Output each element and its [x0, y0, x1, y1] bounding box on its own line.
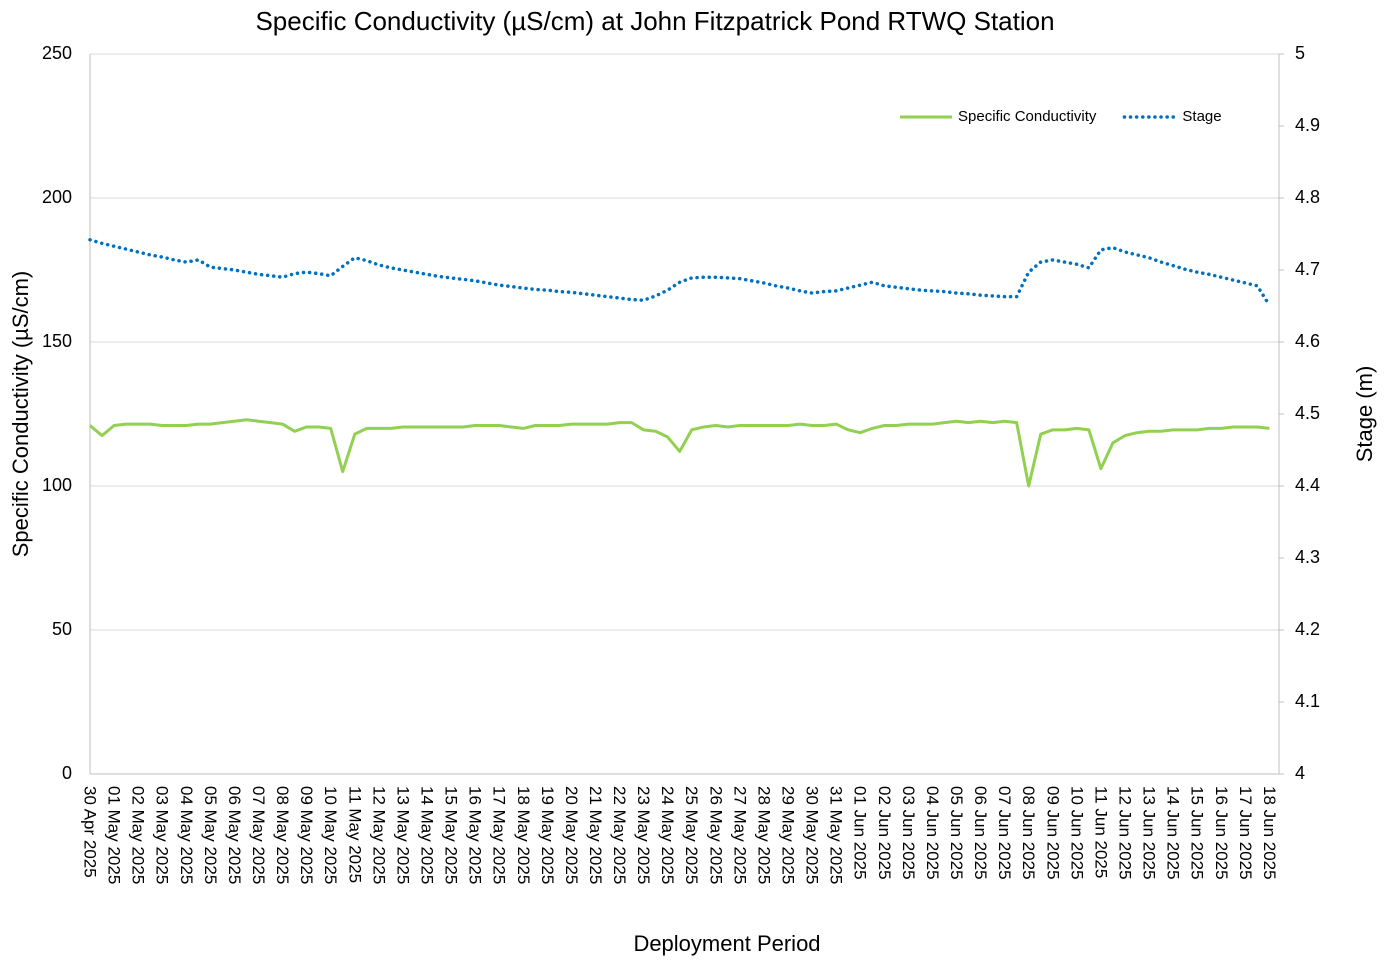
y2-tick-label: 4.4 [1295, 475, 1320, 495]
x-tick-label: 02 Jun 2025 [875, 786, 894, 880]
x-tick-label: 06 Jun 2025 [971, 786, 990, 880]
x-tick-label: 15 May 2025 [442, 786, 461, 884]
x-tick-label: 04 May 2025 [177, 786, 196, 884]
x-tick-label: 11 May 2025 [345, 786, 364, 883]
chart-title: Specific Conductivity (µS/cm) at John Fi… [255, 6, 1054, 36]
x-tick-label: 10 Jun 2025 [1067, 786, 1086, 880]
x-tick-label: 17 May 2025 [490, 786, 509, 884]
x-tick-label: 12 May 2025 [369, 786, 388, 884]
x-tick-label: 03 May 2025 [153, 786, 172, 884]
y2-tick-label: 5 [1295, 43, 1305, 63]
y2-tick-label: 4.9 [1295, 115, 1320, 135]
x-tick-label: 20 May 2025 [562, 786, 581, 884]
y2-axis-title: Stage (m) [1352, 366, 1377, 463]
x-tick-label: 16 May 2025 [466, 786, 485, 884]
x-tick-label: 31 May 2025 [827, 786, 846, 884]
series-line [89, 418, 1270, 488]
x-tick-label: 18 May 2025 [514, 786, 533, 884]
y2-tick-label: 4.6 [1295, 331, 1320, 351]
y-tick-label: 200 [42, 187, 72, 207]
x-tick-label: 13 Jun 2025 [1140, 786, 1159, 880]
legend-label: Specific Conductivity [958, 108, 1097, 125]
y2-tick-label: 4.5 [1295, 403, 1320, 423]
x-tick-label: 03 Jun 2025 [899, 786, 918, 880]
y2-tick-label: 4.1 [1295, 691, 1320, 711]
y-tick-label: 0 [62, 763, 72, 783]
x-tick-label: 28 May 2025 [754, 786, 773, 884]
x-tick-label: 10 May 2025 [321, 786, 340, 884]
x-axis-title: Deployment Period [633, 931, 820, 956]
x-tick-label: 11 Jun 2025 [1091, 786, 1110, 878]
x-tick-label: 14 Jun 2025 [1164, 786, 1183, 880]
x-tick-label: 22 May 2025 [610, 786, 629, 884]
y-tick-label: 150 [42, 331, 72, 351]
x-tick-label: 09 May 2025 [297, 786, 316, 884]
x-tick-label: 30 May 2025 [803, 786, 822, 884]
x-tick-label: 01 Jun 2025 [851, 786, 870, 880]
y-tick-label: 250 [42, 43, 72, 63]
x-tick-label: 02 May 2025 [129, 786, 148, 884]
y2-tick-label: 4.2 [1295, 619, 1320, 639]
x-tick-label: 21 May 2025 [586, 786, 605, 884]
x-tick-label: 05 May 2025 [201, 786, 220, 884]
y2-tick-label: 4.3 [1295, 547, 1320, 567]
x-tick-label: 09 Jun 2025 [1043, 786, 1062, 880]
y-tick-label: 50 [52, 619, 72, 639]
x-tick-label: 24 May 2025 [658, 786, 677, 884]
x-tick-label: 14 May 2025 [417, 786, 436, 884]
x-tick-label: 05 Jun 2025 [947, 786, 966, 880]
x-tick-label: 26 May 2025 [706, 786, 725, 884]
series-line [88, 238, 1272, 308]
y2-tick-label: 4.8 [1295, 187, 1320, 207]
legend-label: Stage [1182, 108, 1221, 125]
x-tick-label: 15 Jun 2025 [1188, 786, 1207, 880]
x-tick-label: 17 Jun 2025 [1236, 786, 1255, 880]
x-tick-label: 01 May 2025 [105, 786, 124, 884]
y-axis-title: Specific Conductivity (µS/cm) [8, 271, 33, 558]
x-tick-label: 25 May 2025 [682, 786, 701, 884]
x-tick-label: 07 May 2025 [249, 786, 268, 884]
x-tick-label: 30 Apr 2025 [81, 786, 100, 878]
x-tick-label: 08 Jun 2025 [1019, 786, 1038, 880]
x-tick-label: 18 Jun 2025 [1260, 786, 1279, 880]
x-tick-label: 06 May 2025 [225, 786, 244, 884]
y2-tick-label: 4.7 [1295, 259, 1320, 279]
y-tick-label: 100 [42, 475, 72, 495]
y2-tick-label: 4 [1295, 763, 1305, 783]
x-tick-label: 16 Jun 2025 [1212, 786, 1231, 880]
x-tick-label: 04 Jun 2025 [923, 786, 942, 880]
x-tick-label: 29 May 2025 [779, 786, 798, 884]
x-tick-label: 13 May 2025 [393, 786, 412, 884]
x-tick-label: 08 May 2025 [273, 786, 292, 884]
x-tick-label: 23 May 2025 [634, 786, 653, 884]
x-tick-label: 27 May 2025 [730, 786, 749, 884]
x-tick-label: 19 May 2025 [538, 786, 557, 884]
x-tick-label: 12 Jun 2025 [1115, 786, 1134, 880]
x-tick-label: 07 Jun 2025 [995, 786, 1014, 880]
